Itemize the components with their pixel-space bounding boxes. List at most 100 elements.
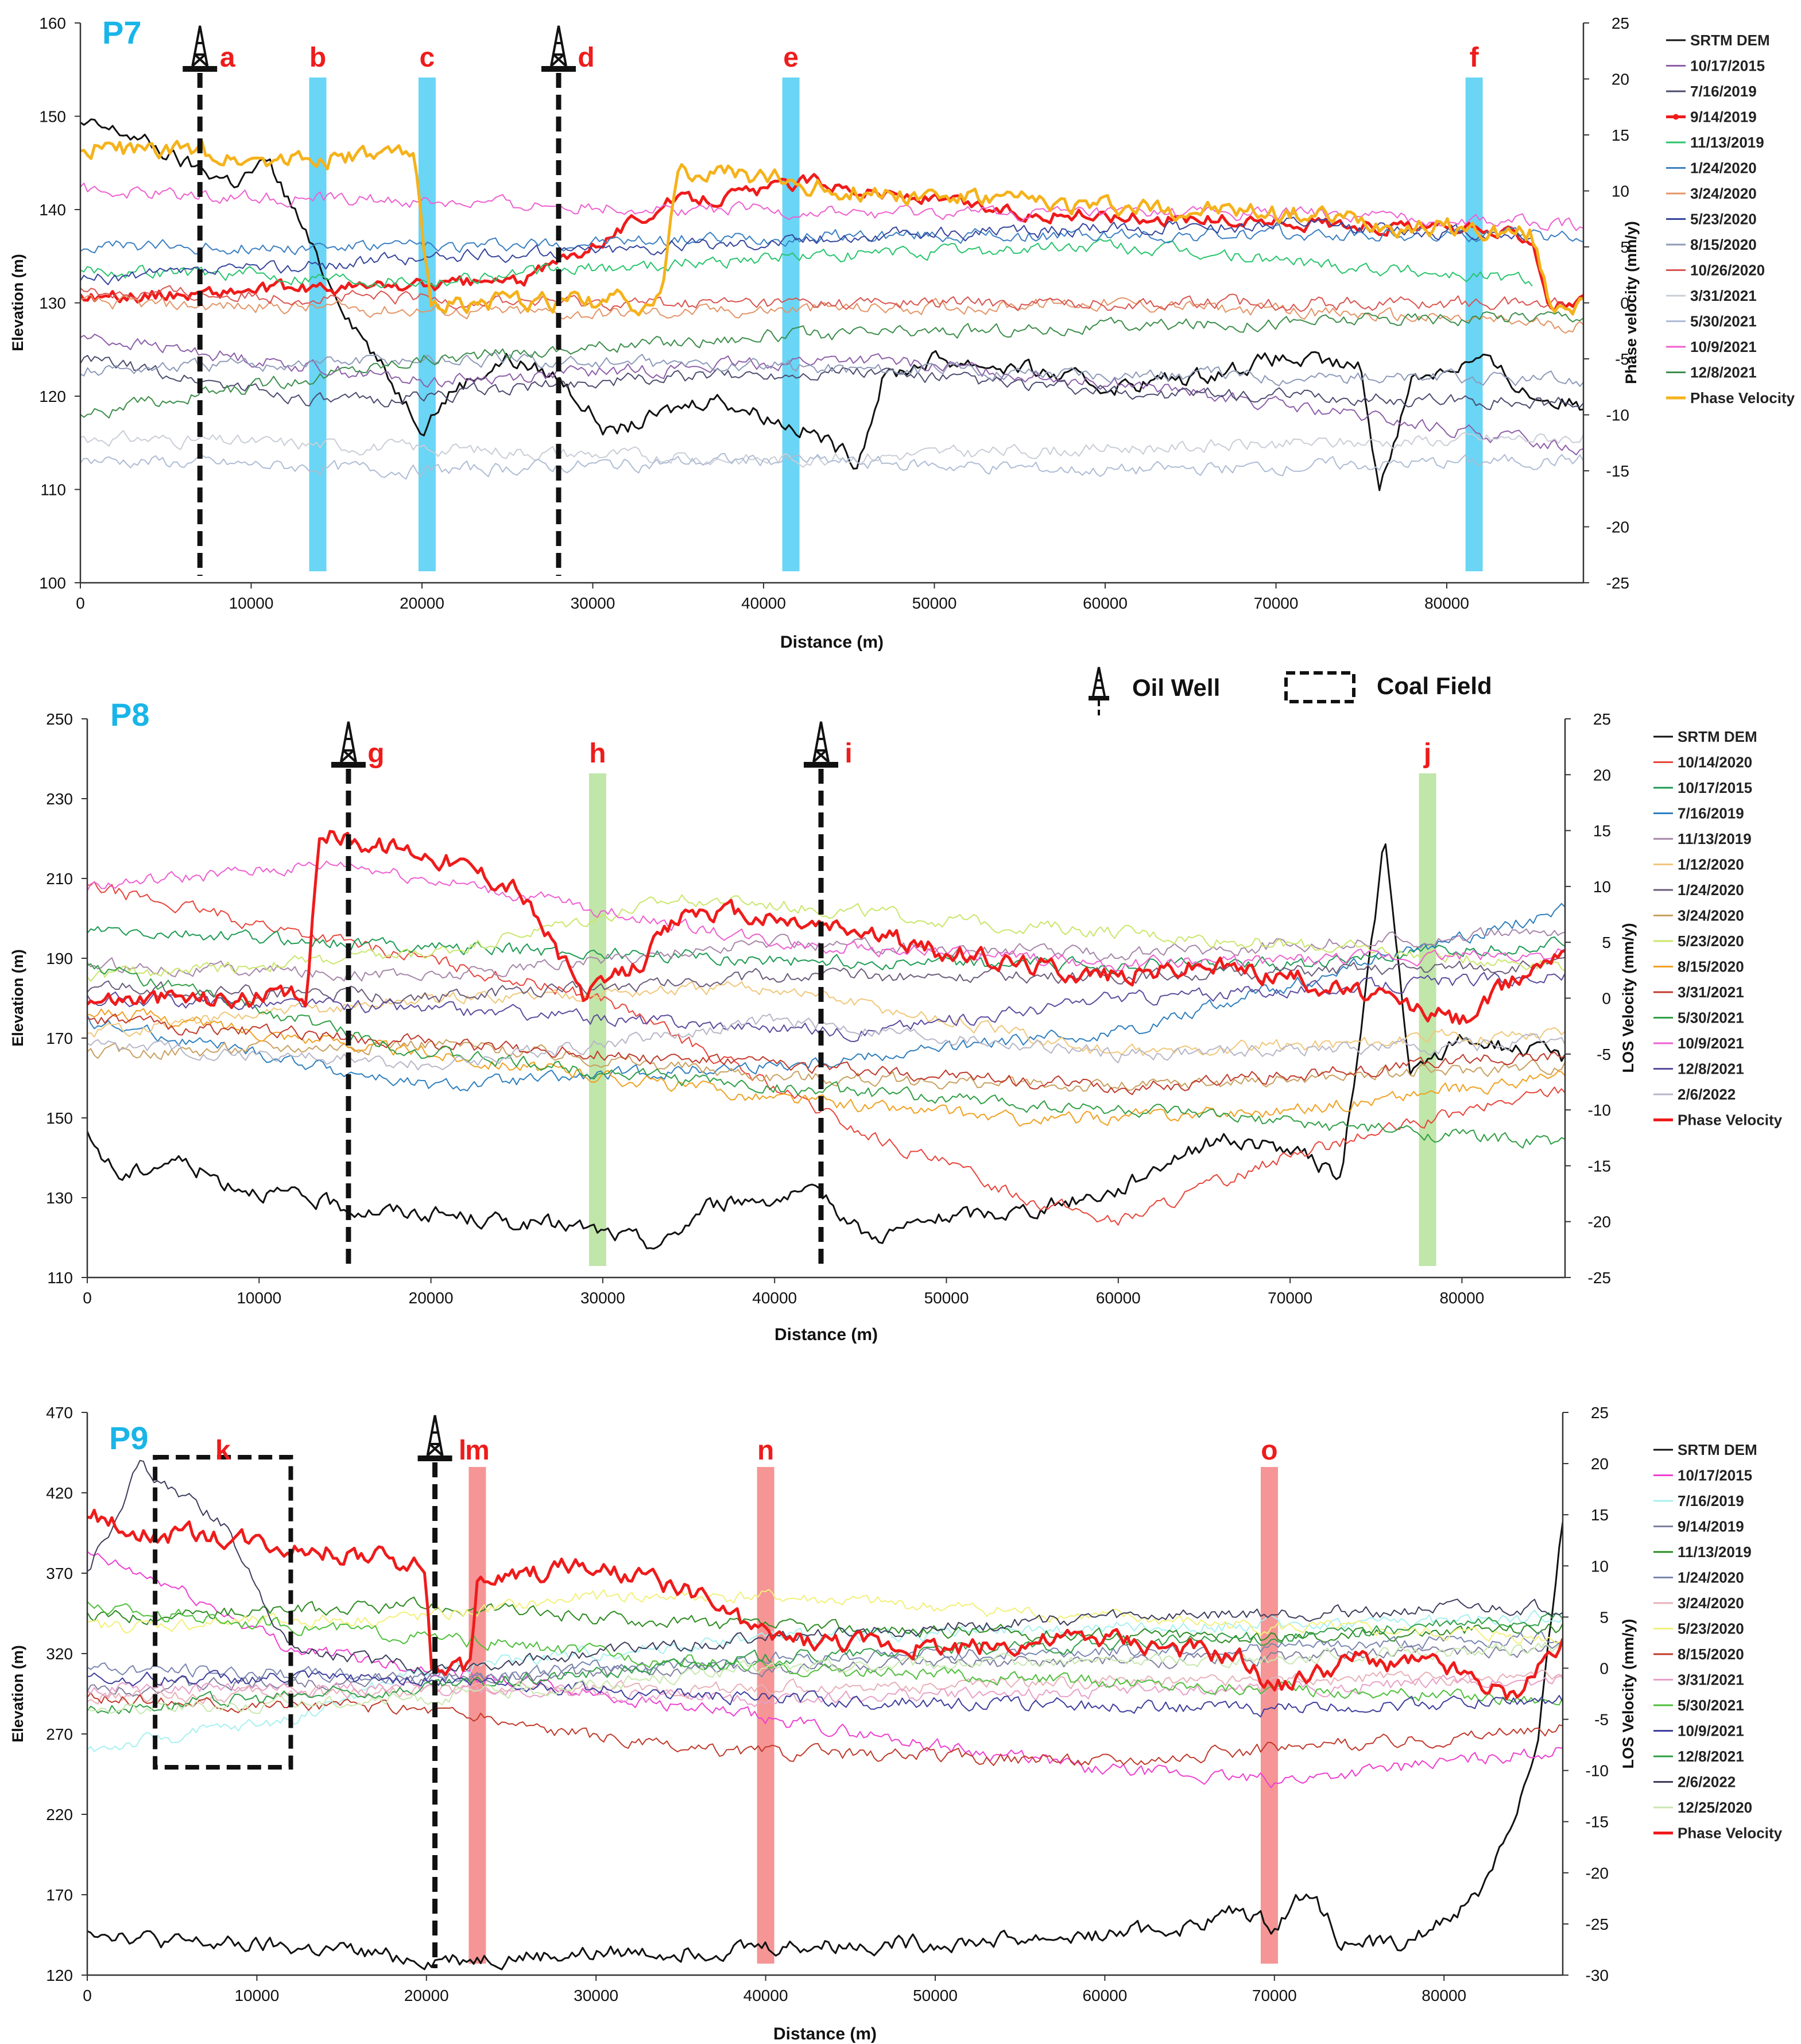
p8-x-tick-label: 0 [83,1289,92,1307]
p8-y2-tick-label: 25 [1593,710,1611,728]
p8-series-lines [87,830,1565,1250]
p7-marker-label-e: e [783,42,799,73]
p9-line-phase-velocity [87,1508,1563,1700]
p7-x-tick-label: 80000 [1424,594,1469,612]
p8-y-tick-label: 190 [46,950,73,967]
p7-line-10-17-2015 [80,334,1583,456]
p8-y-tick-label: 170 [46,1029,73,1047]
p9-legend-label: 9/14/2019 [1678,1518,1744,1535]
p8-legend-label: 1/24/2020 [1678,881,1744,899]
p8-bands [588,773,1436,1266]
p7-legend-label: 10/26/2020 [1690,262,1765,279]
p7-y-tick-label: 120 [39,388,66,405]
p7-legend-label: 11/13/2019 [1690,134,1764,151]
p8-x-tick-label: 30000 [580,1289,625,1307]
p7-legend-label: Phase Velocity [1690,389,1795,407]
p8-x-tick-label: 60000 [1096,1289,1141,1307]
p7-line-5-23-2020 [80,216,1533,285]
p8-legend-label: 10/14/2020 [1678,754,1752,771]
p9-x-tick-label: 40000 [743,1987,788,2004]
p7-line-3-31-2021 [80,430,1583,468]
p9-legend-label: 10/17/2015 [1678,1467,1752,1484]
p7-marker-label-a: a [220,42,235,73]
p7-marker-label-f: f [1470,42,1479,73]
p7-line-5-30-2021 [80,452,1583,480]
p9-marker-label-k: k [215,1435,231,1466]
p7-y-tick-label: 140 [39,201,66,219]
p9-y-tick-label: 270 [46,1725,73,1743]
p9-legend-label: 3/24/2020 [1678,1594,1744,1612]
p7-band-c [418,78,436,571]
p8-legend-label: 7/16/2019 [1678,805,1744,822]
p7-legend-label: 5/23/2020 [1690,211,1757,228]
p9-wells: k lm n o [153,1415,1278,1968]
p8-y2-tick-label: 15 [1593,822,1611,840]
p9-legend-label: 5/23/2020 [1678,1620,1744,1637]
p7-y2-tick-label: 5 [1620,238,1629,256]
p9-y2-tick-label: -25 [1586,1915,1609,1933]
p8-line-srtm-dem [87,843,1565,1250]
p8-legend-label: 5/23/2020 [1678,932,1744,950]
oil-well-icon [331,721,366,768]
p8-axes: 0 10000 20000 30000 40000 50000 60000 70000 8000… [46,710,1611,1307]
p7-y2-tick-label: -20 [1606,518,1629,536]
p9-y-tick-label: 370 [46,1565,73,1582]
p8-y2-axis-title: LOS Velocity (mm/y) [1620,923,1637,1073]
p7-y-tick-label: 110 [40,481,66,499]
p8-line-10-14-2020 [87,881,1565,1226]
p9-y-tick-label: 120 [46,1966,73,1984]
p8-legend-label: 10/17/2015 [1678,779,1752,796]
chart-p8: g h i j 0 10000 20000 30000 40000 50000 60000 7000… [9,696,1783,1344]
p7-y2-tick-label: 25 [1612,14,1629,32]
p7-marker-label-c: c [420,42,435,73]
p7-legend-label: 7/16/2019 [1690,83,1757,100]
p7-x-tick-label: 10000 [229,594,274,612]
p8-legend-label: 10/9/2021 [1678,1035,1744,1052]
p7-axes: 0 10000 20000 30000 40000 50000 60000 70000 8000… [39,14,1629,612]
p9-marker-label-m: m [465,1435,490,1466]
p7-series-lines [80,118,1583,491]
p8-marker-label-j: j [1423,738,1431,769]
p9-legend-label: 3/31/2021 [1678,1671,1744,1689]
p7-band-f [1465,78,1483,571]
p8-y2-tick-label: -15 [1588,1157,1611,1175]
p9-line-srtm-dem [87,1522,1563,1971]
p9-y-tick-label: 320 [46,1645,73,1663]
p7-x-tick-label: 40000 [741,594,786,612]
p7-line-srtm-dem [80,118,1583,491]
p7-y2-tick-label: 10 [1612,183,1629,200]
p9-legend-label: 2/6/2022 [1678,1774,1736,1791]
p7-y2-tick-label: -5 [1615,350,1629,368]
p9-y-axis-title: Elevation (m) [9,1645,26,1743]
p9-y2-tick-label: 25 [1591,1404,1609,1422]
p7-y-tick-label: 130 [39,295,66,312]
p8-x-tick-label: 70000 [1268,1289,1312,1307]
p7-line-1-24-2020 [80,223,1583,256]
p8-legend-label: 12/8/2021 [1678,1060,1744,1078]
p9-coal-field-box-k [153,1455,293,1770]
p8-x-tick-label: 50000 [924,1289,969,1307]
p9-y2-tick-label: -15 [1586,1813,1609,1831]
p8-y-axis-title: Elevation (m) [9,949,26,1047]
p9-band-o [1260,1467,1278,1964]
p7-y-tick-label: 100 [39,574,66,592]
p9-legend-label: 5/30/2021 [1678,1697,1744,1714]
p7-legend-label: 8/15/2020 [1690,236,1757,253]
p7-wells: a b c d e f [183,25,1479,576]
p9-y2-tick-label: 0 [1599,1659,1609,1677]
p7-x-tick-label: 50000 [912,594,957,612]
p8-line-10-9-2021 [87,860,1565,971]
p9-x-axis-title: Distance (m) [773,2024,877,2043]
p9-line-10-17-2015 [87,1551,1563,1788]
p7-y2-tick-label: -10 [1606,407,1629,424]
p7-line-8-15-2020 [80,352,1583,387]
p8-line-8-15-2020 [87,1008,1565,1127]
p9-axes: 0 10000 20000 30000 40000 50000 60000 70000 8000… [46,1404,1609,2004]
p8-line-phase-velocity [87,830,1565,1025]
p9-x-tick-label: 0 [83,1987,92,2004]
p7-legend-label: 10/9/2021 [1690,338,1757,355]
p9-line-5-30-2021 [87,1601,1563,1706]
p9-line-1-24-2020 [87,1631,1563,1684]
p8-legend: SRTM DEM 10/14/2020 10/17/2015 7/16/2019 11/… [1653,728,1783,1129]
p9-legend: SRTM DEM 10/17/2015 7/16/2019 9/14/2019 11/1… [1653,1441,1783,1842]
